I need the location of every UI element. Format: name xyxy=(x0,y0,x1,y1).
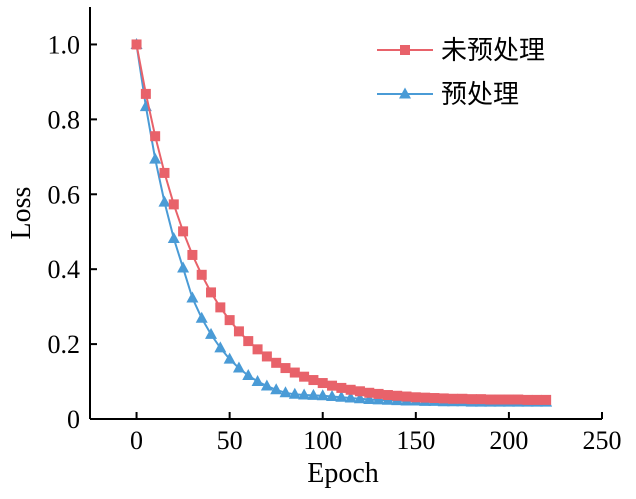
data-point xyxy=(541,394,552,405)
series-square xyxy=(131,39,552,405)
legend-item: 未预处理 xyxy=(377,36,545,66)
data-point xyxy=(196,269,207,280)
data-point xyxy=(159,167,170,178)
data-point xyxy=(186,291,199,303)
axes-group xyxy=(89,7,602,420)
legend-label: 预处理 xyxy=(441,80,519,110)
data-point xyxy=(373,388,384,399)
data-point xyxy=(326,390,339,402)
data-point xyxy=(429,393,440,404)
data-point xyxy=(232,361,245,373)
data-point xyxy=(485,394,496,405)
data-point xyxy=(167,231,180,243)
x-axis-title: Epoch xyxy=(307,458,379,489)
data-point xyxy=(466,394,477,405)
data-point xyxy=(195,311,208,323)
data-point xyxy=(513,394,524,405)
data-point xyxy=(215,302,226,313)
data-point xyxy=(457,393,468,404)
data-point xyxy=(279,386,292,398)
data-point xyxy=(140,88,151,99)
legend-label: 未预处理 xyxy=(441,36,545,66)
x-tick-label: 50 xyxy=(217,426,243,455)
data-point xyxy=(223,352,236,364)
data-point xyxy=(522,394,533,405)
data-point xyxy=(261,351,272,362)
data-point xyxy=(308,375,319,386)
data-point xyxy=(335,390,348,402)
data-point xyxy=(494,394,505,405)
ticks-group: 0 50 100 150 200 250 0 0.2 0.4 0.6 0.8 1.0 xyxy=(48,30,622,455)
data-point xyxy=(243,336,254,347)
data-point xyxy=(187,249,198,260)
x-tick-label: 200 xyxy=(489,426,528,455)
data-point xyxy=(177,261,190,273)
data-point xyxy=(299,371,310,382)
data-point xyxy=(353,392,366,404)
data-point xyxy=(289,367,300,378)
legend-item: 预处理 xyxy=(377,80,519,110)
data-point xyxy=(158,195,171,207)
data-point xyxy=(214,341,227,353)
data-point xyxy=(260,379,273,391)
data-point xyxy=(270,383,283,395)
data-point xyxy=(224,315,235,326)
data-point xyxy=(344,391,357,403)
data-point xyxy=(327,380,338,391)
data-point xyxy=(345,384,356,395)
data-point xyxy=(316,389,329,401)
data-point xyxy=(271,357,282,368)
data-point xyxy=(307,388,320,400)
data-point xyxy=(382,390,393,401)
data-point xyxy=(280,363,291,374)
data-point xyxy=(392,390,403,401)
data-point xyxy=(251,375,264,387)
y-tick-label: 1.0 xyxy=(48,30,81,59)
y-axis-title: Loss xyxy=(6,187,37,240)
data-point xyxy=(288,387,301,399)
data-point xyxy=(206,287,217,298)
data-point xyxy=(131,39,142,50)
data-point xyxy=(150,131,161,142)
data-point xyxy=(149,152,162,164)
data-point xyxy=(475,394,486,405)
data-point xyxy=(420,392,431,403)
data-point xyxy=(448,393,459,404)
x-tick-label: 0 xyxy=(130,426,143,455)
data-point xyxy=(168,199,179,210)
y-tick-label: 0 xyxy=(67,405,80,434)
data-point xyxy=(531,394,542,405)
data-point xyxy=(298,388,311,400)
y-tick-label: 0.4 xyxy=(48,255,81,284)
x-tick-label: 100 xyxy=(303,426,342,455)
data-point xyxy=(242,369,255,381)
data-point xyxy=(317,378,328,389)
y-tick-label: 0.8 xyxy=(48,105,81,134)
plot-series-group xyxy=(130,37,553,407)
data-point xyxy=(410,392,421,403)
data-point xyxy=(233,326,244,337)
data-point xyxy=(438,393,449,404)
data-point xyxy=(401,391,412,402)
data-point xyxy=(363,393,376,405)
data-point xyxy=(364,387,375,398)
x-tick-label: 250 xyxy=(583,426,622,455)
data-point xyxy=(178,226,189,237)
data-point xyxy=(205,327,218,339)
data-point xyxy=(336,382,347,393)
legend-marker xyxy=(399,87,411,99)
data-point xyxy=(252,344,263,355)
data-point xyxy=(354,386,365,397)
y-tick-label: 0.2 xyxy=(48,330,81,359)
data-point xyxy=(503,394,514,405)
x-tick-label: 150 xyxy=(396,426,435,455)
y-tick-label: 0.6 xyxy=(48,180,81,209)
legend-marker xyxy=(400,45,410,55)
